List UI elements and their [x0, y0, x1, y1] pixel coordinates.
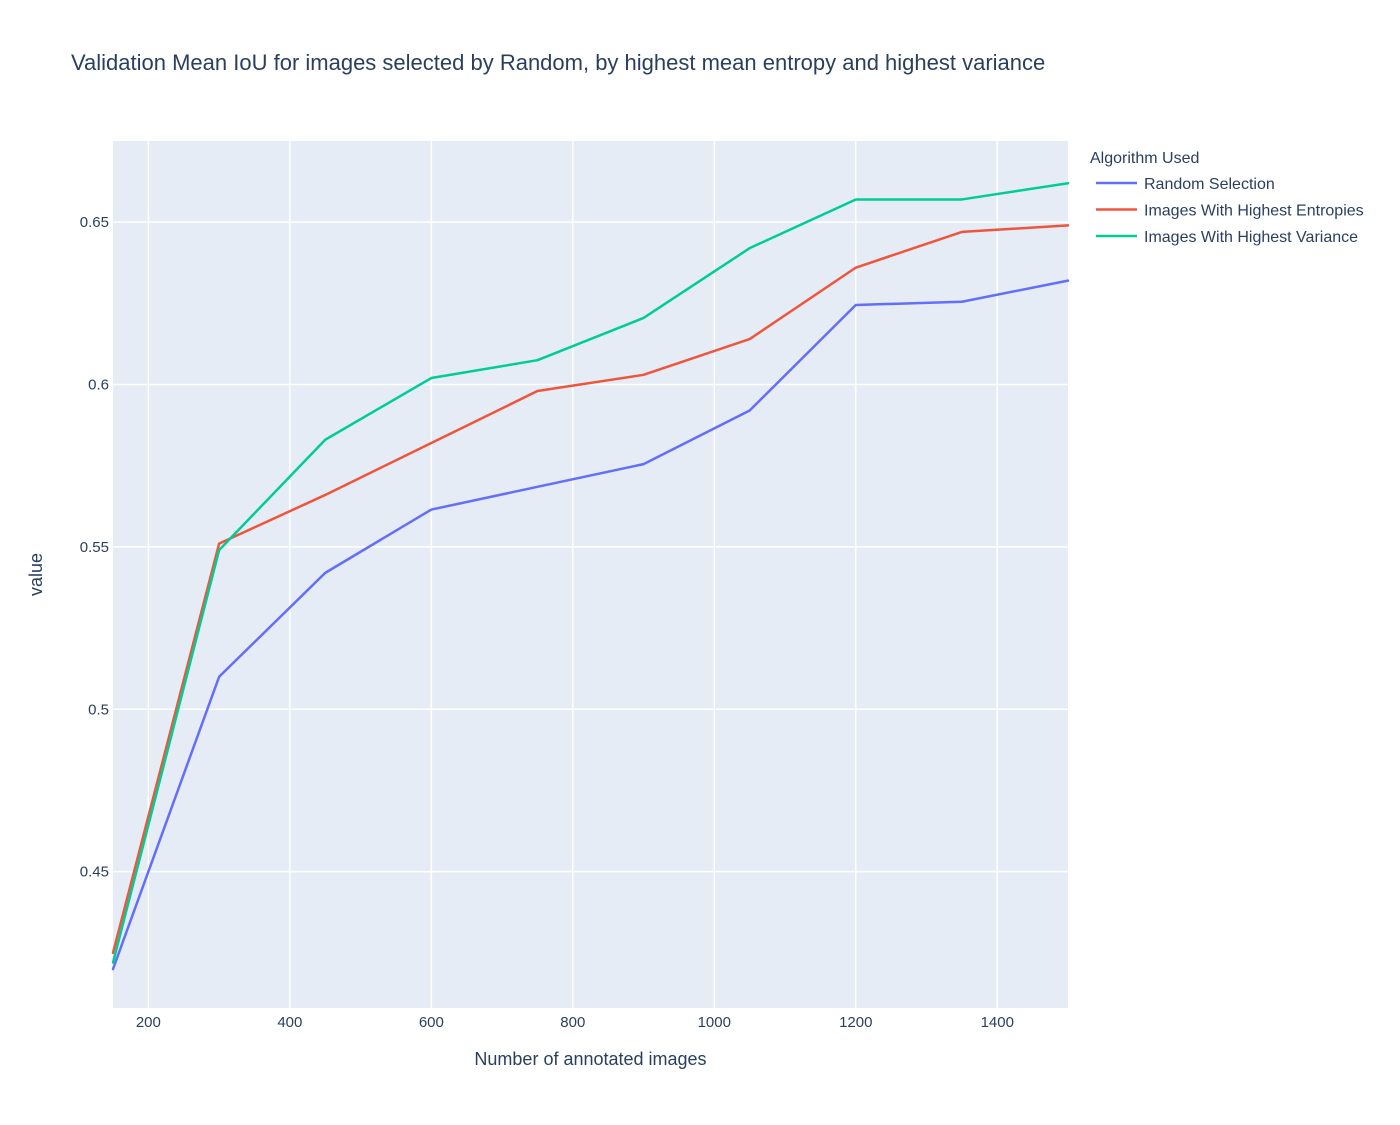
chart-title: Validation Mean IoU for images selected … — [71, 50, 1045, 75]
y-tick-label: 0.6 — [88, 377, 109, 394]
legend-item[interactable]: Images With Highest Entropies — [1096, 203, 1364, 220]
y-tick-label: 0.55 — [80, 539, 109, 556]
x-tick-label: 400 — [277, 1014, 302, 1031]
y-tick-label: 0.5 — [88, 701, 109, 718]
y-axis-ticks: 0.45 0.5 0.55 0.6 0.65 — [80, 214, 109, 880]
y-gridlines — [113, 221, 1068, 873]
x-tick-label: 800 — [560, 1014, 585, 1031]
legend-label: Images With Highest Entropies — [1144, 203, 1364, 220]
series-lines — [111, 181, 1070, 971]
legend-label: Random Selection — [1144, 176, 1275, 193]
x-tick-label: 1000 — [698, 1014, 731, 1031]
y-axis-title: value — [26, 553, 46, 596]
y-tick-label: 0.65 — [80, 214, 109, 231]
x-tick-label: 200 — [136, 1014, 161, 1031]
legend-item[interactable]: Images With Highest Variance — [1096, 229, 1358, 246]
x-tick-label: 1200 — [839, 1014, 872, 1031]
series-line[interactable] — [111, 181, 1070, 964]
series-line[interactable] — [111, 279, 1070, 971]
legend-label: Images With Highest Variance — [1144, 229, 1358, 246]
x-axis-title: Number of annotated images — [474, 1049, 706, 1069]
legend[interactable]: Algorithm Used Random Selection Images Wi… — [1090, 150, 1364, 246]
x-gridlines — [147, 141, 999, 1008]
x-tick-label: 600 — [419, 1014, 444, 1031]
legend-item[interactable]: Random Selection — [1096, 176, 1275, 193]
legend-title: Algorithm Used — [1090, 150, 1199, 167]
legend-items: Random Selection Images With Highest Entr… — [1096, 176, 1364, 246]
x-axis-ticks: 200 400 600 800 1000 1200 1400 — [136, 1014, 1014, 1031]
series-line[interactable] — [111, 224, 1070, 955]
x-tick-label: 1400 — [981, 1014, 1014, 1031]
plot-area — [113, 141, 1068, 1008]
y-tick-label: 0.45 — [80, 864, 109, 881]
